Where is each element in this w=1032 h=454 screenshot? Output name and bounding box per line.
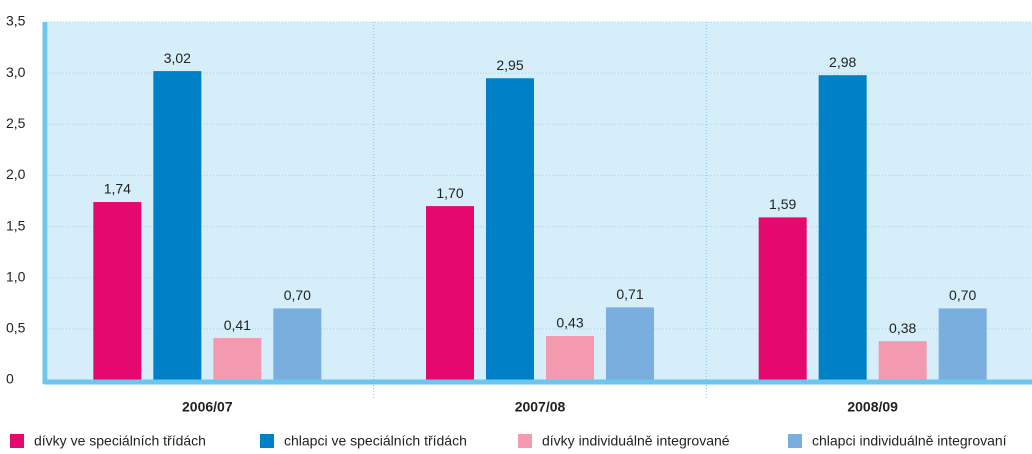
legend-swatch: [518, 434, 532, 448]
y-tick-label: 2,0: [6, 166, 26, 182]
value-label: 0,70: [949, 287, 976, 303]
legend-swatch: [788, 434, 802, 448]
y-tick-label: 0,5: [6, 320, 26, 336]
legend-label: dívky individuálně integrované: [542, 433, 730, 449]
bar: [546, 336, 594, 380]
value-label: 3,02: [164, 50, 191, 66]
legend-swatch: [260, 434, 274, 448]
bar: [153, 71, 202, 381]
value-label: 2,98: [829, 54, 856, 70]
bar: [93, 202, 142, 380]
bar: [818, 75, 867, 380]
value-label: 0,38: [889, 320, 916, 336]
plot-area: [48, 22, 1032, 380]
value-label: 0,43: [556, 315, 583, 331]
y-tick-label: 1,5: [6, 217, 26, 233]
y-tick-label: 1,0: [6, 268, 26, 284]
bar: [213, 338, 262, 380]
y-tick-label: 0: [6, 371, 14, 387]
bar: [758, 217, 807, 380]
x-tick-label: 2006/07: [182, 399, 233, 415]
legend-label: dívky ve speciálních třídách: [34, 433, 206, 449]
y-tick-label: 3,5: [6, 13, 26, 29]
value-label: 0,70: [284, 287, 311, 303]
bar: [273, 308, 322, 380]
bar: [426, 206, 474, 380]
bar: [878, 341, 927, 380]
legend-swatch: [10, 434, 24, 448]
legend-label: chlapci ve speciálních třídách: [284, 433, 467, 449]
y-tick-label: 2,5: [6, 115, 26, 131]
bar: [486, 78, 534, 380]
value-label: 1,59: [769, 196, 796, 212]
bar: [606, 307, 654, 380]
value-label: 2,95: [496, 57, 523, 73]
x-tick-label: 2007/08: [515, 399, 566, 415]
value-label: 0,71: [616, 286, 643, 302]
value-label: 1,74: [104, 181, 131, 197]
legend-label: chlapci individuálně integrovaní: [812, 433, 1007, 449]
bar: [938, 308, 987, 380]
value-label: 1,70: [436, 185, 463, 201]
x-tick-label: 2008/09: [847, 399, 898, 415]
y-tick-label: 3,0: [6, 64, 26, 80]
value-label: 0,41: [224, 317, 251, 333]
